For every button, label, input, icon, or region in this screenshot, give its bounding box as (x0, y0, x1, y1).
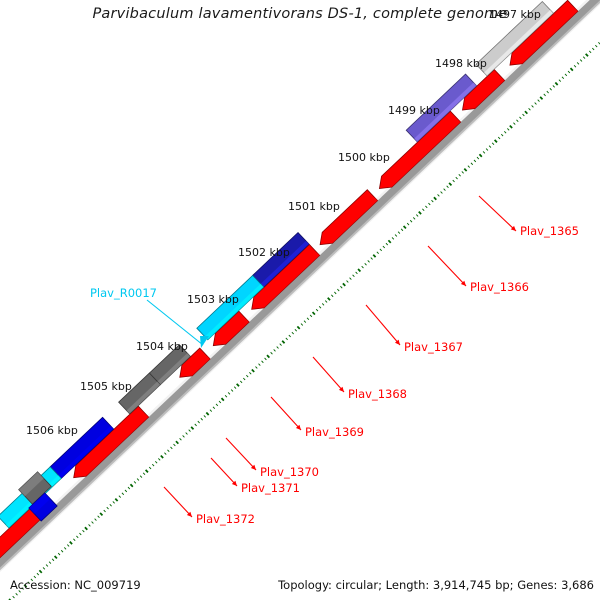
ruler-tick-label: 1506 kbp (26, 424, 78, 437)
gene-feature (118, 372, 161, 415)
leader-line (163, 486, 193, 518)
ruler-tick-label: 1499 kbp (388, 104, 440, 117)
accession-text: Accession: NC_009719 (10, 578, 141, 592)
ruler-tick-label: 1503 kbp (187, 293, 239, 306)
gene-feature (212, 310, 250, 347)
gene-label-plav_1371[interactable]: Plav_1371 (241, 481, 300, 495)
gene-label-plav_1366[interactable]: Plav_1366 (470, 280, 529, 294)
gene-label-plav_1370[interactable]: Plav_1370 (260, 465, 319, 479)
ruler-tick-label: 1500 kbp (338, 151, 390, 164)
leader-line (478, 195, 517, 232)
leader-line (365, 304, 401, 346)
gene-label-plav_1365[interactable]: Plav_1365 (520, 224, 579, 238)
leader-line (312, 356, 345, 393)
ruler-tick-label: 1497 kbp (489, 8, 541, 21)
gene-label-plav_1369[interactable]: Plav_1369 (305, 425, 364, 439)
gene-label-plav_1367[interactable]: Plav_1367 (404, 340, 463, 354)
leader-line (427, 245, 467, 287)
statusbar: Accession: NC_009719 Topology: circular;… (0, 574, 600, 600)
leader-line (225, 437, 257, 471)
leader-line (146, 299, 204, 346)
page-title: Parvibaculum lavamentivorans DS-1, compl… (92, 6, 508, 22)
ruler-tick-label: 1501 kbp (288, 200, 340, 213)
genome-summary-text: Topology: circular; Length: 3,914,745 bp… (278, 578, 594, 592)
ruler-tick-label: 1502 kbp (238, 246, 290, 259)
gene-feature (179, 347, 211, 378)
leader-line (210, 457, 238, 487)
gene-feature (251, 243, 321, 310)
gene-label-plav_r0017[interactable]: Plav_R0017 (90, 286, 157, 300)
leader-line (270, 396, 302, 431)
gene-label-plav_1368[interactable]: Plav_1368 (348, 387, 407, 401)
ruler-tick-label: 1505 kbp (80, 380, 132, 393)
gene-feature (378, 110, 462, 190)
ruler-tick-label: 1498 kbp (435, 57, 487, 70)
ruler-tick-label: 1504 kbp (136, 340, 188, 353)
gene-label-plav_1372[interactable]: Plav_1372 (196, 512, 255, 526)
